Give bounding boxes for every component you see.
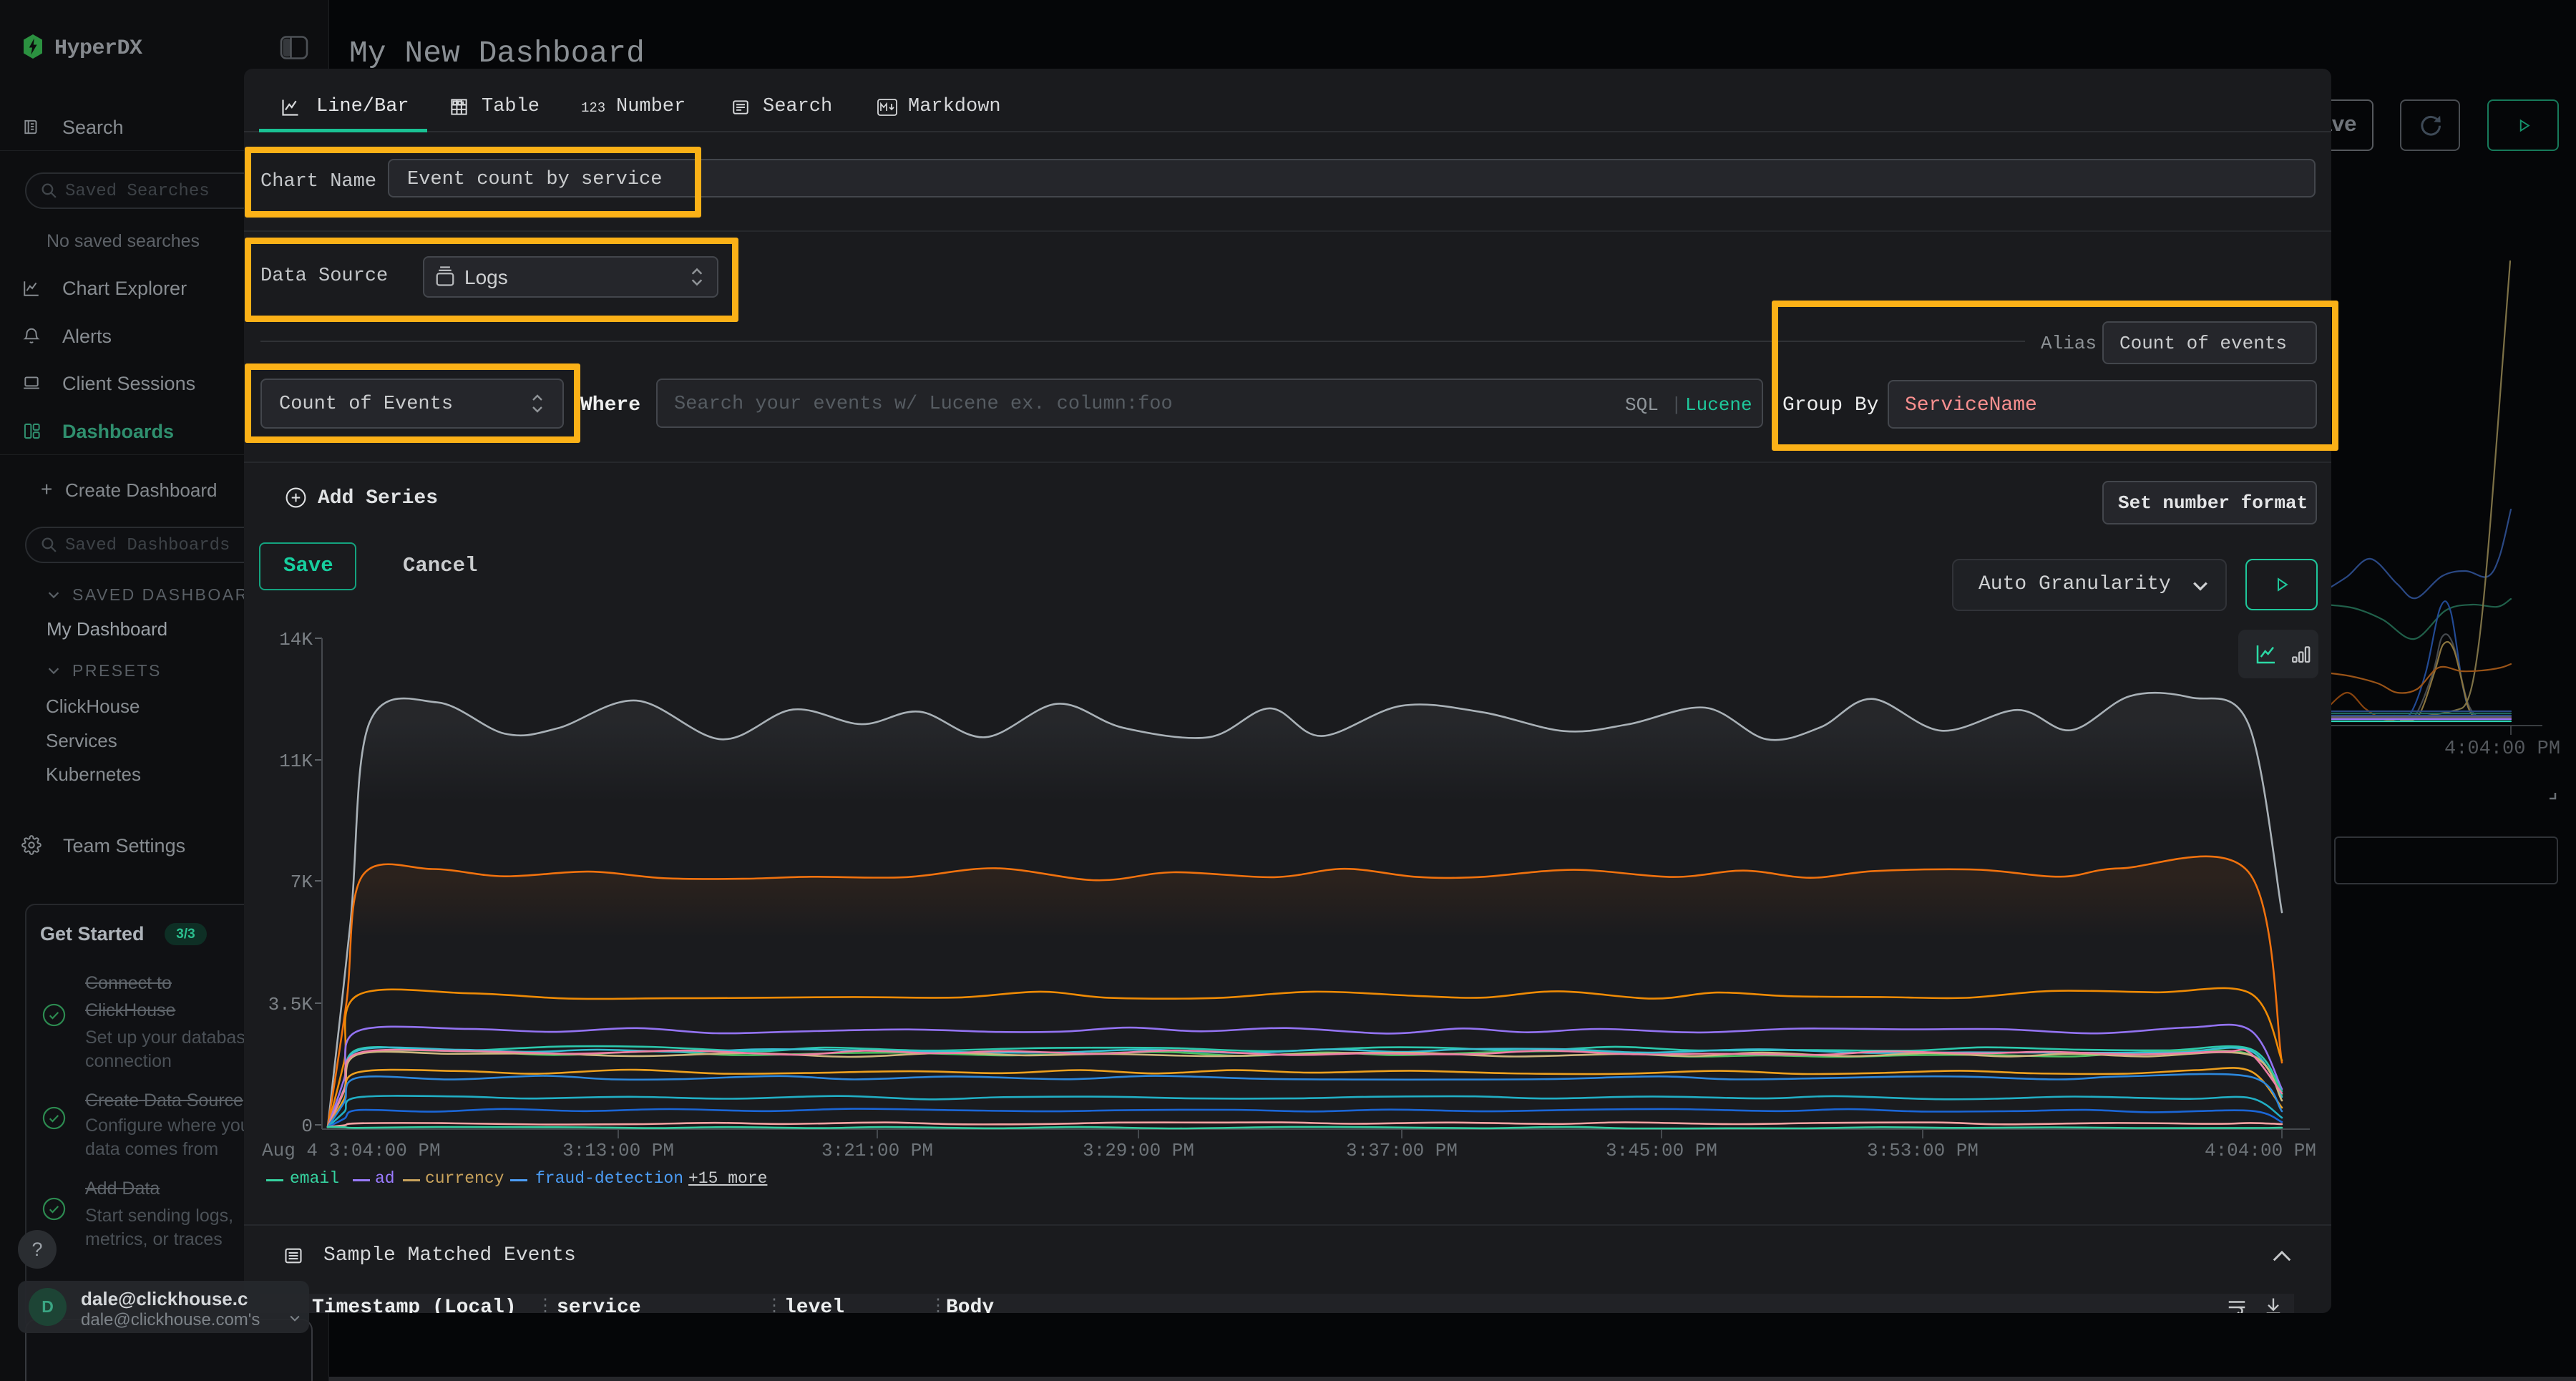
svg-text:3.5K: 3.5K: [268, 994, 313, 1015]
svg-text:14K: 14K: [279, 629, 313, 650]
svg-text:Aug 4 3:04:00 PM: Aug 4 3:04:00 PM: [262, 1140, 441, 1161]
svg-text:0: 0: [301, 1116, 313, 1137]
svg-text:7K: 7K: [291, 872, 313, 893]
svg-text:3:29:00 PM: 3:29:00 PM: [1083, 1140, 1194, 1161]
svg-text:3:13:00 PM: 3:13:00 PM: [562, 1140, 674, 1161]
svg-text:3:21:00 PM: 3:21:00 PM: [821, 1140, 933, 1161]
svg-text:4:04:00 PM: 4:04:00 PM: [2205, 1140, 2316, 1161]
svg-text:3:45:00 PM: 3:45:00 PM: [1606, 1140, 1717, 1161]
svg-text:3:53:00 PM: 3:53:00 PM: [1867, 1140, 1979, 1161]
svg-text:11K: 11K: [279, 751, 313, 772]
svg-text:3:37:00 PM: 3:37:00 PM: [1346, 1140, 1458, 1161]
